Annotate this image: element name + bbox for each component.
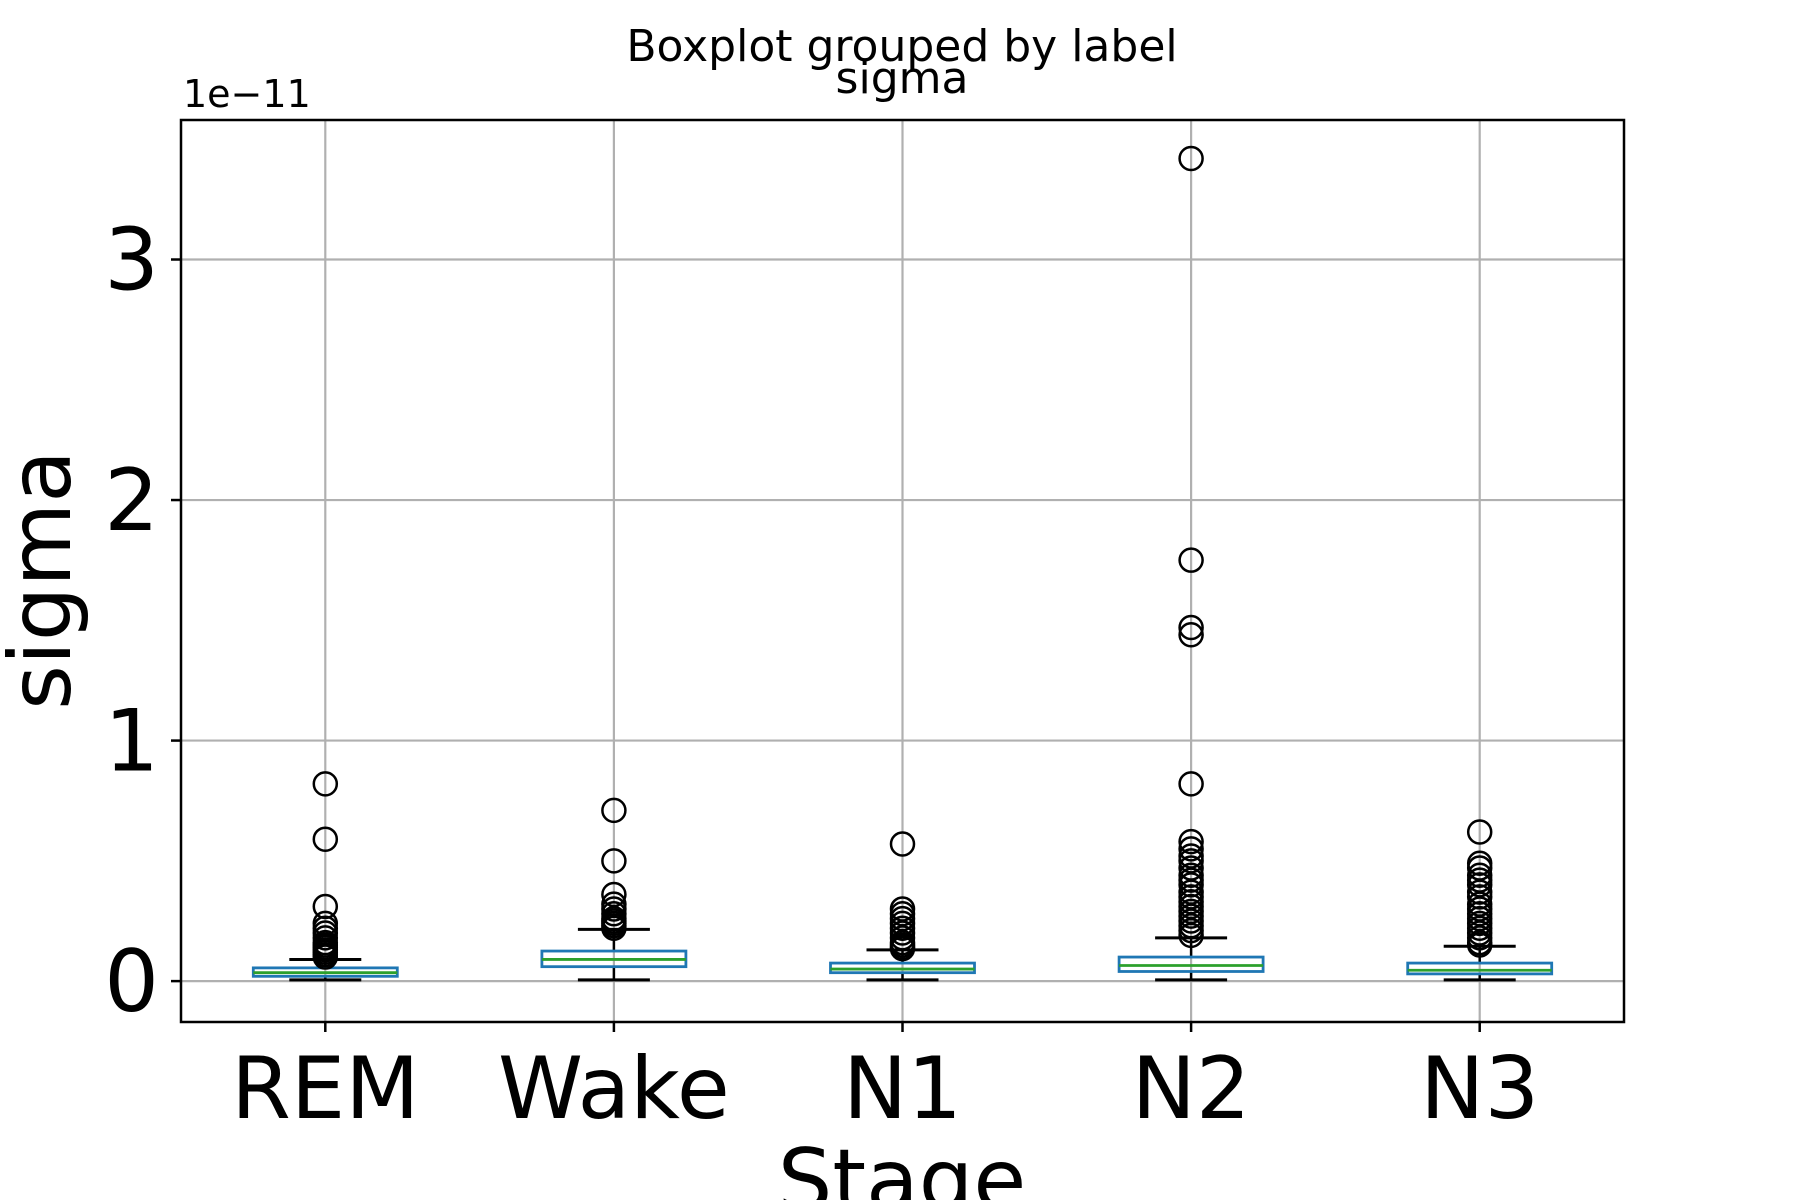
flier-n1-11: [889, 935, 916, 962]
flier-n3-17: [1466, 932, 1493, 958]
flier-n2-4: [1178, 771, 1204, 797]
chart-suptitle: Boxplot grouped by label: [626, 21, 1177, 72]
flier-wake-0: [601, 797, 627, 824]
flier-n2-22: [1178, 922, 1204, 949]
flier-wake-10: [601, 915, 627, 941]
y-axis-title: sigma: [0, 450, 91, 710]
chart-title: sigma: [836, 53, 969, 104]
flier-n2-0: [1178, 145, 1204, 172]
box-group-n2: [1117, 145, 1265, 982]
flier-n2-12: [1178, 872, 1204, 898]
ticks: 0 1 2 3 REM Wake N1 N2 N3: [104, 211, 1539, 1139]
y-tick-label-2: 2: [104, 451, 159, 551]
flier-n2-5: [1178, 828, 1204, 855]
box-group-rem: [251, 771, 399, 982]
y-tick-label-1: 1: [104, 692, 159, 792]
box-n3: [1406, 961, 1554, 976]
x-tick-label-n1: N1: [843, 1039, 962, 1139]
flier-rem-1: [312, 826, 339, 852]
box-group-wake: [540, 797, 688, 982]
flier-wake-1: [601, 848, 627, 874]
x-tick-label-n2: N2: [1132, 1039, 1251, 1139]
flier-n2-6: [1178, 836, 1204, 862]
y-tick-label-0: 0: [104, 932, 159, 1032]
box-group-n3: [1406, 819, 1554, 982]
flier-n3-0: [1466, 819, 1493, 845]
x-tick-label-wake: Wake: [498, 1039, 730, 1139]
flier-n2-1: [1178, 547, 1204, 573]
flier-n3-7: [1466, 884, 1493, 910]
boxes: [251, 145, 1554, 982]
flier-rem-13: [312, 944, 339, 970]
flier-n1-0: [889, 831, 916, 857]
x-tick-label-n3: N3: [1420, 1039, 1539, 1139]
box-group-n1: [829, 831, 976, 982]
x-tick-label-rem: REM: [231, 1039, 419, 1139]
flier-rem-2: [312, 893, 339, 920]
y-axis-offset-label: 1e−11: [183, 72, 311, 116]
flier-n2-2: [1178, 614, 1204, 641]
flier-rem-0: [312, 771, 339, 797]
x-axis-title: Stage: [778, 1131, 1027, 1200]
flier-n2-3: [1178, 621, 1204, 648]
y-tick-label-3: 3: [104, 211, 159, 311]
grid: [181, 120, 1624, 1022]
